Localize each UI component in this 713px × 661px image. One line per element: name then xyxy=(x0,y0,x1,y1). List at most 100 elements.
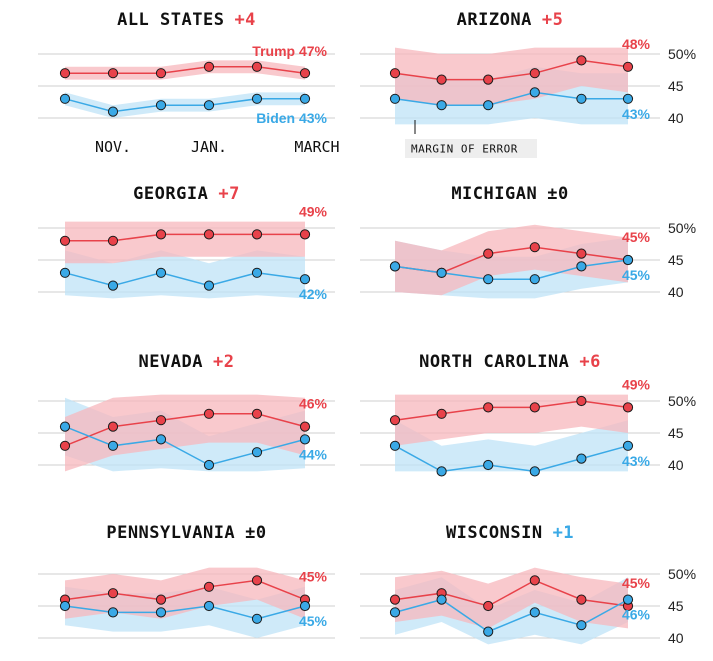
biden-point xyxy=(389,607,401,618)
y-tick-label: 40 xyxy=(668,457,684,473)
panel-margin: +2 xyxy=(213,352,234,372)
biden-point xyxy=(389,93,401,104)
trump-point xyxy=(59,235,71,246)
biden-point xyxy=(299,434,311,445)
y-tick-label: 45 xyxy=(668,252,684,268)
biden-end-label: 46% xyxy=(622,607,651,623)
panel-state-name: PENNSYLVANIA xyxy=(106,523,235,543)
panel-state-name: WISCONSIN xyxy=(446,523,543,543)
panel-pennsylvania: PENNSYLVANIA ±0 45% 45% xyxy=(38,523,335,639)
trump-point xyxy=(251,229,263,240)
biden-point xyxy=(436,594,447,605)
biden-line xyxy=(394,445,629,473)
panel-state-name: ARIZONA xyxy=(457,10,532,30)
trump-end-label: 45% xyxy=(622,229,651,245)
panel-margin: +5 xyxy=(542,10,563,30)
biden-point xyxy=(299,274,311,285)
trump-band xyxy=(65,221,305,264)
biden-point xyxy=(436,100,447,111)
trump-point xyxy=(203,408,215,419)
biden-point xyxy=(436,267,447,278)
biden-point xyxy=(622,440,634,451)
biden-point xyxy=(155,100,167,111)
biden-point xyxy=(483,100,494,111)
biden-band xyxy=(65,250,305,299)
margin-of-error-box xyxy=(405,139,537,158)
trump-point xyxy=(107,588,119,599)
trump-point xyxy=(389,415,401,426)
trump-line xyxy=(65,66,306,74)
trump-point xyxy=(155,415,167,426)
trump-point xyxy=(529,242,540,253)
trump-point xyxy=(107,421,119,432)
biden-point xyxy=(622,594,634,605)
trump-point xyxy=(483,402,494,413)
biden-point xyxy=(529,466,540,477)
trump-line xyxy=(394,400,629,421)
trump-line xyxy=(65,233,305,242)
biden-band xyxy=(395,420,628,472)
trump-band xyxy=(395,567,628,629)
trump-band xyxy=(395,224,628,296)
biden-line xyxy=(64,98,305,113)
biden-point xyxy=(576,620,587,631)
biden-line xyxy=(394,259,629,280)
panel-wisconsin: WISCONSIN +1 45% 46% 50% 45 40 xyxy=(360,523,696,646)
trump-end-label: 49% xyxy=(622,376,651,392)
y-tick-label: 50% xyxy=(668,46,696,62)
trump-end-label: Trump 47% xyxy=(252,43,327,59)
trump-point xyxy=(107,68,119,79)
y-tick-label: 45 xyxy=(668,425,684,441)
trump-point xyxy=(483,248,494,259)
biden-point xyxy=(299,93,311,104)
biden-point xyxy=(529,87,540,98)
trump-point xyxy=(622,402,634,413)
biden-line xyxy=(394,91,628,106)
panel-state-name: ALL STATES xyxy=(117,10,224,30)
panel-title: PENNSYLVANIA ±0 xyxy=(106,523,266,543)
trump-point xyxy=(576,594,587,605)
trump-band xyxy=(395,394,628,446)
trump-point xyxy=(155,68,167,79)
panel-georgia: GEORGIA +7 49% 42% xyxy=(38,184,335,302)
trump-line xyxy=(394,59,629,81)
trump-point xyxy=(299,421,311,432)
trump-point xyxy=(251,575,263,586)
trump-point xyxy=(299,229,311,240)
biden-end-label: 44% xyxy=(299,446,328,462)
trump-point xyxy=(529,575,540,586)
panel-margin: +6 xyxy=(579,352,600,372)
panel-title: WISCONSIN +1 xyxy=(446,523,574,543)
trump-point xyxy=(576,248,587,259)
biden-point xyxy=(529,274,540,285)
biden-end-label: 43% xyxy=(622,106,651,122)
panel-state-name: NORTH CAROLINA xyxy=(419,352,569,372)
x-tick-label: JAN. xyxy=(191,138,227,156)
biden-point xyxy=(576,93,587,104)
biden-end-label: 45% xyxy=(299,613,328,629)
y-tick-label: 40 xyxy=(668,630,684,646)
trump-point xyxy=(299,68,311,79)
panel-margin: +1 xyxy=(553,523,574,543)
biden-point xyxy=(203,459,215,471)
biden-point xyxy=(436,466,447,477)
trump-point xyxy=(389,68,401,79)
trump-point xyxy=(155,229,167,240)
panel-margin: +4 xyxy=(234,10,255,30)
biden-point xyxy=(107,106,119,117)
panel-nevada: NEVADA +2 46% 44% xyxy=(38,352,335,472)
biden-point xyxy=(155,267,167,278)
trump-point xyxy=(436,74,447,85)
panel-title: MICHIGAN ±0 xyxy=(451,184,568,204)
panel-title: NEVADA +2 xyxy=(139,352,235,372)
trump-point xyxy=(622,61,634,72)
panel-all-states: ALL STATES +4 Trump 47% Biden 43% NOV. JAN. MA… xyxy=(38,10,340,156)
y-tick-label: 50% xyxy=(668,220,696,236)
biden-point xyxy=(251,613,263,624)
biden-point xyxy=(251,93,263,104)
trump-point xyxy=(483,74,494,85)
trump-point xyxy=(203,61,215,72)
biden-point xyxy=(576,261,587,272)
y-tick-label: 40 xyxy=(668,284,684,300)
